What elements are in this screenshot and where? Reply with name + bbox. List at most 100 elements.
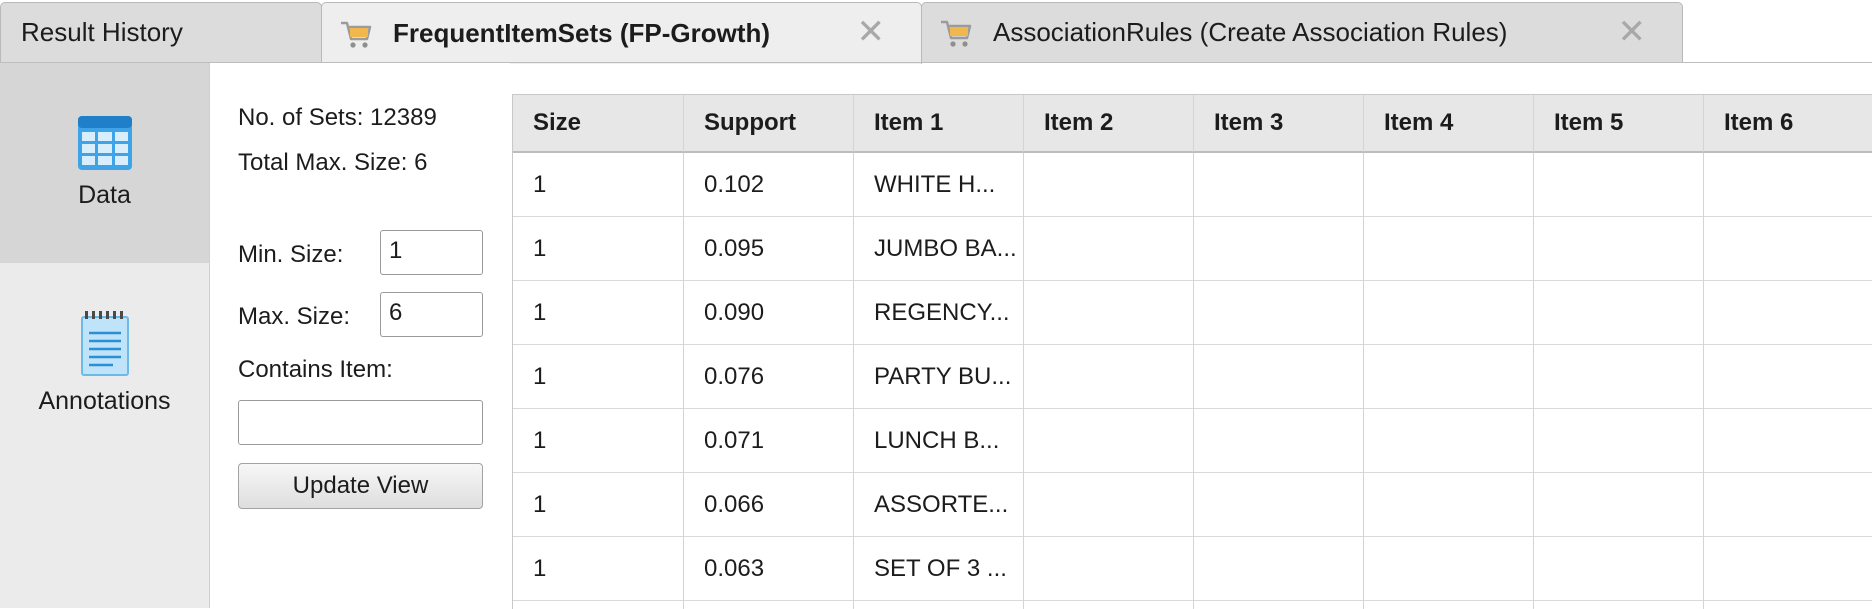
table-cell bbox=[684, 601, 854, 609]
table-cell: 1 bbox=[513, 153, 684, 217]
column-header[interactable]: Size bbox=[513, 95, 684, 153]
table-cell bbox=[1364, 153, 1534, 217]
table-row[interactable] bbox=[513, 601, 1872, 609]
column-header[interactable]: Item 3 bbox=[1194, 95, 1364, 153]
table-cell bbox=[1194, 473, 1364, 537]
table-cell: 1 bbox=[513, 345, 684, 409]
column-header[interactable]: Item 2 bbox=[1024, 95, 1194, 153]
table-cell bbox=[1194, 345, 1364, 409]
table-cell bbox=[1024, 601, 1194, 609]
column-header[interactable]: Item 1 bbox=[854, 95, 1024, 153]
table-cell bbox=[1194, 409, 1364, 473]
cart-icon bbox=[941, 20, 972, 47]
table-header-row: Size Support Item 1 Item 2 Item 3 Item 4… bbox=[513, 95, 1872, 153]
table-cell bbox=[1704, 153, 1872, 217]
column-header[interactable]: Item 4 bbox=[1364, 95, 1534, 153]
side-nav: Data Annotations bbox=[0, 63, 210, 608]
table-cell bbox=[1534, 281, 1704, 345]
table-cell: 1 bbox=[513, 537, 684, 601]
table-cell: 0.095 bbox=[684, 217, 854, 281]
table-cell bbox=[1704, 537, 1872, 601]
table-cell bbox=[1704, 281, 1872, 345]
table-cell bbox=[1364, 345, 1534, 409]
table-cell bbox=[1704, 345, 1872, 409]
column-header[interactable]: Support bbox=[684, 95, 854, 153]
table-cell bbox=[1534, 217, 1704, 281]
min-size-input[interactable]: 1 bbox=[380, 230, 483, 275]
table-cell: 1 bbox=[513, 281, 684, 345]
table-cell bbox=[1194, 217, 1364, 281]
table-cell: ASSORTE... bbox=[854, 473, 1024, 537]
table-row[interactable]: 1 0.076 PARTY BU... bbox=[513, 345, 1872, 409]
table-cell bbox=[1194, 601, 1364, 609]
table-cell: LUNCH B... bbox=[854, 409, 1024, 473]
table-cell bbox=[1704, 473, 1872, 537]
table-cell bbox=[1534, 473, 1704, 537]
table-cell: 0.071 bbox=[684, 409, 854, 473]
table-row[interactable]: 1 0.063 SET OF 3 ... bbox=[513, 537, 1872, 601]
table-cell bbox=[1534, 345, 1704, 409]
table-cell: 0.102 bbox=[684, 153, 854, 217]
tab-bar: Result History FrequentItemSets (FP-Grow… bbox=[0, 0, 1872, 64]
table-cell bbox=[1534, 153, 1704, 217]
contains-item-label: Contains Item: bbox=[238, 356, 393, 383]
table-cell: 1 bbox=[513, 409, 684, 473]
table-row[interactable]: 1 0.095 JUMBO BA... bbox=[513, 217, 1872, 281]
table-cell bbox=[1364, 537, 1534, 601]
table-cell: 0.063 bbox=[684, 537, 854, 601]
table-cell bbox=[1704, 217, 1872, 281]
close-tab-button[interactable]: ✕ bbox=[856, 13, 886, 51]
table-row[interactable]: 1 0.102 WHITE H... bbox=[513, 153, 1872, 217]
tab-association-rules[interactable]: AssociationRules (Create Association Rul… bbox=[921, 2, 1683, 62]
close-tab-button[interactable]: ✕ bbox=[1617, 13, 1647, 51]
table-cell bbox=[1704, 409, 1872, 473]
update-view-button[interactable]: Update View bbox=[238, 463, 483, 509]
table-cell bbox=[1364, 473, 1534, 537]
tab-label: Result History bbox=[21, 17, 183, 47]
nav-item-annotations[interactable]: Annotations bbox=[0, 263, 209, 463]
table-cell bbox=[513, 601, 684, 609]
table-cell: 0.066 bbox=[684, 473, 854, 537]
table-body: 1 0.102 WHITE H... 1 0.095 JUMBO BA... 1 0.090 R… bbox=[513, 153, 1872, 609]
tab-label: AssociationRules (Create Association Rul… bbox=[993, 17, 1508, 47]
number-of-sets: No. of Sets: 12389 bbox=[238, 104, 437, 131]
column-header[interactable]: Item 5 bbox=[1534, 95, 1704, 153]
table-cell bbox=[1534, 409, 1704, 473]
table-row[interactable]: 1 0.071 LUNCH B... bbox=[513, 409, 1872, 473]
frequent-item-sets-table: Size Support Item 1 Item 2 Item 3 Item 4… bbox=[512, 94, 1872, 609]
contains-item-input[interactable] bbox=[238, 400, 483, 445]
table-cell: 1 bbox=[513, 473, 684, 537]
table-cell bbox=[1024, 217, 1194, 281]
table-cell bbox=[1364, 601, 1534, 609]
tab-label: FrequentItemSets (FP-Growth) bbox=[393, 18, 771, 48]
column-header[interactable]: Item 6 bbox=[1704, 95, 1872, 153]
table-icon bbox=[77, 116, 132, 170]
table-cell bbox=[854, 601, 1024, 609]
min-size-label: Min. Size: bbox=[238, 241, 344, 268]
table-cell: 1 bbox=[513, 217, 684, 281]
table-row[interactable]: 1 0.090 REGENCY... bbox=[513, 281, 1872, 345]
tab-result-history[interactable]: Result History bbox=[0, 2, 322, 62]
tab-divider bbox=[0, 62, 1872, 63]
max-size-input[interactable]: 6 bbox=[380, 292, 483, 337]
tab-frequent-item-sets[interactable]: FrequentItemSets (FP-Growth) ✕ bbox=[321, 2, 922, 64]
table-cell bbox=[1194, 153, 1364, 217]
notepad-icon bbox=[80, 311, 129, 376]
max-size-label: Max. Size: bbox=[238, 303, 351, 330]
table-cell: JUMBO BA... bbox=[854, 217, 1024, 281]
table-row[interactable]: 1 0.066 ASSORTE... bbox=[513, 473, 1872, 537]
table-cell: REGENCY... bbox=[854, 281, 1024, 345]
table-cell bbox=[1194, 537, 1364, 601]
table-cell bbox=[1364, 281, 1534, 345]
table-cell bbox=[1024, 537, 1194, 601]
nav-item-data[interactable]: Data bbox=[0, 63, 209, 263]
table-cell bbox=[1024, 281, 1194, 345]
nav-label: Annotations bbox=[38, 387, 171, 415]
table-cell bbox=[1364, 217, 1534, 281]
cart-icon bbox=[341, 21, 372, 48]
table-cell: 0.090 bbox=[684, 281, 854, 345]
total-max-size: Total Max. Size: 6 bbox=[238, 149, 428, 176]
table-cell bbox=[1534, 537, 1704, 601]
table-cell bbox=[1024, 409, 1194, 473]
table-cell: SET OF 3 ... bbox=[854, 537, 1024, 601]
